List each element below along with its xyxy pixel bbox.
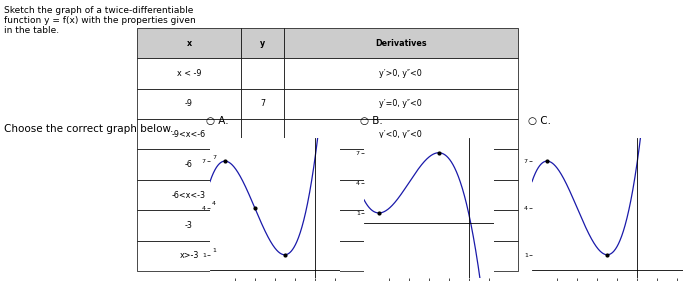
Text: ○ C.: ○ C. bbox=[528, 116, 552, 126]
Bar bbox=[241, 89, 284, 119]
Bar bbox=[284, 210, 518, 241]
Bar bbox=[284, 119, 518, 149]
Text: 4: 4 bbox=[212, 201, 216, 206]
Text: 1: 1 bbox=[260, 221, 265, 230]
Bar bbox=[136, 28, 241, 58]
Bar bbox=[241, 28, 284, 58]
Text: 7: 7 bbox=[212, 155, 216, 160]
Text: y′<0, y″=0: y′<0, y″=0 bbox=[379, 160, 422, 169]
Bar bbox=[136, 241, 241, 271]
Bar bbox=[241, 58, 284, 89]
Bar bbox=[241, 241, 284, 271]
Text: -9<x<-6: -9<x<-6 bbox=[172, 130, 206, 139]
Bar bbox=[284, 28, 518, 58]
Bar bbox=[241, 149, 284, 180]
Bar bbox=[136, 58, 241, 89]
Text: ○ B.: ○ B. bbox=[360, 116, 384, 126]
Text: -6: -6 bbox=[185, 160, 193, 169]
Text: -3: -3 bbox=[185, 221, 193, 230]
Text: y: y bbox=[260, 39, 265, 48]
Text: y′=0, y″<0: y′=0, y″<0 bbox=[379, 99, 422, 108]
Text: y′<0, y″<0: y′<0, y″<0 bbox=[379, 130, 422, 139]
Bar bbox=[241, 180, 284, 210]
Bar bbox=[284, 149, 518, 180]
Bar bbox=[284, 58, 518, 89]
Bar bbox=[241, 210, 284, 241]
Text: x>-3: x>-3 bbox=[179, 251, 199, 260]
Text: Sketch the graph of a twice-differentiable
function y = f(x) with the properties: Sketch the graph of a twice-differentiab… bbox=[4, 6, 195, 35]
Text: y′=0, y″>0: y′=0, y″>0 bbox=[379, 221, 422, 230]
Text: ○ A.: ○ A. bbox=[206, 116, 229, 126]
Text: y′>0, y″>0: y′>0, y″>0 bbox=[379, 251, 422, 260]
Bar bbox=[136, 119, 241, 149]
Bar bbox=[136, 180, 241, 210]
Bar bbox=[284, 241, 518, 271]
Bar bbox=[136, 89, 241, 119]
Text: Choose the correct graph below.: Choose the correct graph below. bbox=[4, 124, 173, 134]
Bar bbox=[284, 180, 518, 210]
Bar bbox=[284, 89, 518, 119]
Text: Derivatives: Derivatives bbox=[375, 39, 426, 48]
Text: y′>0, y″<0: y′>0, y″<0 bbox=[379, 69, 422, 78]
Bar bbox=[136, 149, 241, 180]
Text: -6<x<-3: -6<x<-3 bbox=[172, 191, 206, 200]
Text: 1: 1 bbox=[212, 248, 216, 253]
Bar bbox=[136, 210, 241, 241]
Text: x: x bbox=[186, 39, 192, 48]
Bar bbox=[241, 119, 284, 149]
Text: 7: 7 bbox=[260, 99, 265, 108]
Text: -9: -9 bbox=[185, 99, 193, 108]
Text: y′<0, y″>0: y′<0, y″>0 bbox=[379, 191, 422, 200]
Text: 4: 4 bbox=[260, 160, 265, 169]
Text: x < -9: x < -9 bbox=[176, 69, 202, 78]
